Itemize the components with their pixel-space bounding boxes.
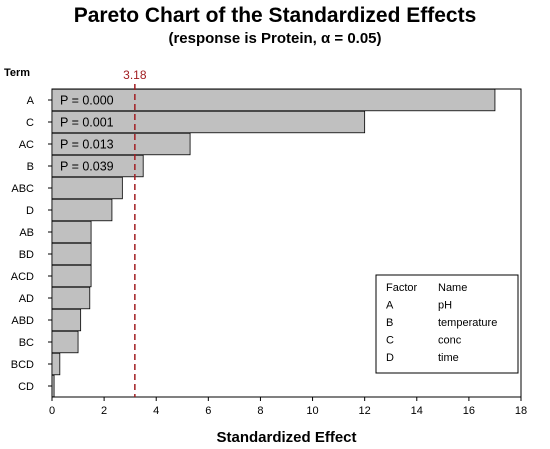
y-tick-label-a: A xyxy=(27,95,35,107)
y-tick-label-cd: CD xyxy=(18,381,34,393)
reference-line-label: 3.18 xyxy=(123,68,147,82)
legend-header-name: Name xyxy=(438,282,467,294)
x-axis-title: Standardized Effect xyxy=(216,429,356,446)
y-tick-label-c: C xyxy=(26,117,34,129)
y-tick-label-abd: ABD xyxy=(11,315,34,327)
legend-name: temperature xyxy=(438,317,497,329)
legend-factor: B xyxy=(386,317,393,329)
p-value-label-a: P = 0.000 xyxy=(60,94,114,108)
legend-header-factor: Factor xyxy=(386,282,418,294)
bar-bd xyxy=(51,242,92,266)
bars-layer: P = 0.000 P = 0.001 P = 0.013 P = 0.039 xyxy=(51,88,496,398)
y-tick-label-d: D xyxy=(26,205,34,217)
bar-cd xyxy=(51,374,55,398)
y-axis-title: Term xyxy=(4,67,30,79)
y-tick-label-ab: AB xyxy=(19,227,34,239)
x-tick-label: 2 xyxy=(101,405,107,417)
legend-box xyxy=(375,274,519,374)
p-value-label-ac: P = 0.013 xyxy=(60,138,114,152)
x-tick-label: 12 xyxy=(359,405,371,417)
chart-subtitle: (response is Protein, α = 0.05) xyxy=(168,30,382,47)
bar-ad xyxy=(51,286,91,310)
x-tick-label: 4 xyxy=(153,405,159,417)
legend-factor: C xyxy=(386,335,394,347)
y-axis: AC AC B ABC D AB BD ACD AD ABD BC BCD CD xyxy=(11,95,52,393)
x-axis: 0 2 4 6 8 10 12 14 16 18 xyxy=(49,397,527,417)
legend-factor: D xyxy=(386,352,394,364)
x-tick-label: 8 xyxy=(257,405,263,417)
bar-acd xyxy=(51,264,92,288)
bar-bc xyxy=(51,330,79,354)
legend-name: conc xyxy=(438,335,462,347)
bar-abc xyxy=(51,176,123,200)
y-tick-label-ad: AD xyxy=(19,293,34,305)
legend-name: pH xyxy=(438,300,452,312)
y-tick-label-bc: BC xyxy=(19,337,34,349)
y-tick-label-b: B xyxy=(27,161,34,173)
bar-ab xyxy=(51,220,92,244)
legend-factor: A xyxy=(386,300,394,312)
x-tick-label: 10 xyxy=(306,405,318,417)
y-tick-label-abc: ABC xyxy=(11,183,34,195)
bar-bcd xyxy=(51,352,61,376)
y-tick-label-ac: AC xyxy=(19,139,34,151)
x-tick-label: 16 xyxy=(463,405,475,417)
x-tick-label: 0 xyxy=(49,405,55,417)
y-tick-label-bcd: BCD xyxy=(11,359,34,371)
legend: Factor Name A pH B temperature C conc D time xyxy=(375,274,519,374)
p-value-label-c: P = 0.001 xyxy=(60,116,114,130)
y-tick-label-acd: ACD xyxy=(11,271,34,283)
chart-title: Pareto Chart of the Standardized Effects xyxy=(73,4,477,27)
x-tick-label: 14 xyxy=(411,405,423,417)
p-value-label-b: P = 0.039 xyxy=(60,160,114,174)
bar-d xyxy=(51,198,113,222)
y-tick-label-bd: BD xyxy=(19,249,34,261)
legend-name: time xyxy=(438,352,459,364)
bar-a xyxy=(51,88,496,112)
bar-abd xyxy=(51,308,82,332)
x-tick-label: 18 xyxy=(515,405,527,417)
x-tick-label: 6 xyxy=(205,405,211,417)
